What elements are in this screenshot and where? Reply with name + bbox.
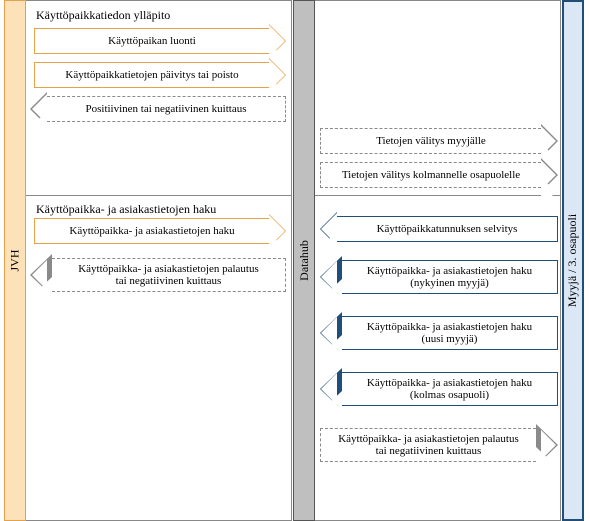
- arrow-head-right-icon: [536, 424, 558, 466]
- arrow-head-right-icon: [541, 158, 558, 192]
- lane-label-myyja: Myyjä / 3. osapuoli: [566, 214, 581, 307]
- arrow-l1: Käyttöpaikan luonti: [34, 28, 286, 54]
- arrow-label: Käyttöpaikka- ja asiakastietojen palautu…: [52, 258, 286, 292]
- arrow-head-left-icon: [320, 368, 342, 410]
- diagram-canvas: JVH Datahub Myyjä / 3. osapuoli Käyttöpa…: [0, 0, 590, 521]
- arrow-label: Käyttöpaikka- ja asiakastietojen haku(ko…: [342, 372, 558, 406]
- arrow-label: Käyttöpaikka- ja asiakastietojen haku: [34, 218, 269, 244]
- arrow-head-right-icon: [269, 24, 286, 58]
- arrow-r7: Käyttöpaikka- ja asiakastietojen palautu…: [320, 428, 558, 462]
- arrow-r4: Käyttöpaikka- ja asiakastietojen haku(ny…: [320, 260, 558, 294]
- divider-left: [26, 195, 292, 196]
- arrow-label: Tietojen välitys myyjälle: [320, 128, 541, 154]
- lane-bar-myyja: Myyjä / 3. osapuoli: [562, 0, 584, 521]
- arrow-l4: Käyttöpaikka- ja asiakastietojen haku: [34, 218, 286, 244]
- divider-right: [315, 195, 561, 196]
- arrow-label: Käyttöpaikkatunnuksen selvitys: [337, 216, 558, 242]
- arrow-head-right-icon: [541, 124, 558, 158]
- arrow-r3: Käyttöpaikkatunnuksen selvitys: [320, 216, 558, 242]
- arrow-head-left-icon: [320, 312, 342, 354]
- arrow-label: Käyttöpaikan luonti: [34, 28, 269, 54]
- arrow-head-right-icon: [269, 58, 286, 92]
- arrow-label: Käyttöpaikkatietojen päivitys tai poisto: [34, 62, 269, 88]
- section-header-haku: Käyttöpaikka- ja asiakastietojen haku: [30, 200, 222, 219]
- lane-bar-jvh: JVH: [4, 0, 26, 521]
- arrow-head-right-icon: [269, 214, 286, 248]
- section-header-yllapito: Käyttöpaikkatiedon ylläpito: [30, 6, 176, 25]
- arrow-r1: Tietojen välitys myyjälle: [320, 128, 558, 154]
- arrow-head-left-icon: [30, 92, 47, 126]
- lane-label-datahub: Datahub: [297, 240, 312, 281]
- arrow-r5: Käyttöpaikka- ja asiakastietojen haku(uu…: [320, 316, 558, 350]
- lane-label-jvh: JVH: [8, 249, 23, 271]
- arrow-label: Positiivinen tai negatiivinen kuittaus: [47, 96, 286, 122]
- lane-bar-datahub: Datahub: [293, 0, 315, 521]
- arrow-l2: Käyttöpaikkatietojen päivitys tai poisto: [34, 62, 286, 88]
- arrow-label: Tietojen välitys kolmannelle osapuolelle: [320, 162, 541, 188]
- arrow-label: Käyttöpaikka- ja asiakastietojen palautu…: [320, 428, 536, 462]
- arrow-head-left-icon: [320, 256, 342, 298]
- arrow-l5: Käyttöpaikka- ja asiakastietojen palautu…: [30, 258, 286, 292]
- arrow-head-left-icon: [30, 254, 52, 296]
- arrow-r2: Tietojen välitys kolmannelle osapuolelle: [320, 162, 558, 188]
- arrow-r6: Käyttöpaikka- ja asiakastietojen haku(ko…: [320, 372, 558, 406]
- arrow-label: Käyttöpaikka- ja asiakastietojen haku(uu…: [342, 316, 558, 350]
- arrow-head-left-icon: [320, 212, 337, 246]
- arrow-label: Käyttöpaikka- ja asiakastietojen haku(ny…: [342, 260, 558, 294]
- arrow-l3: Positiivinen tai negatiivinen kuittaus: [30, 96, 286, 122]
